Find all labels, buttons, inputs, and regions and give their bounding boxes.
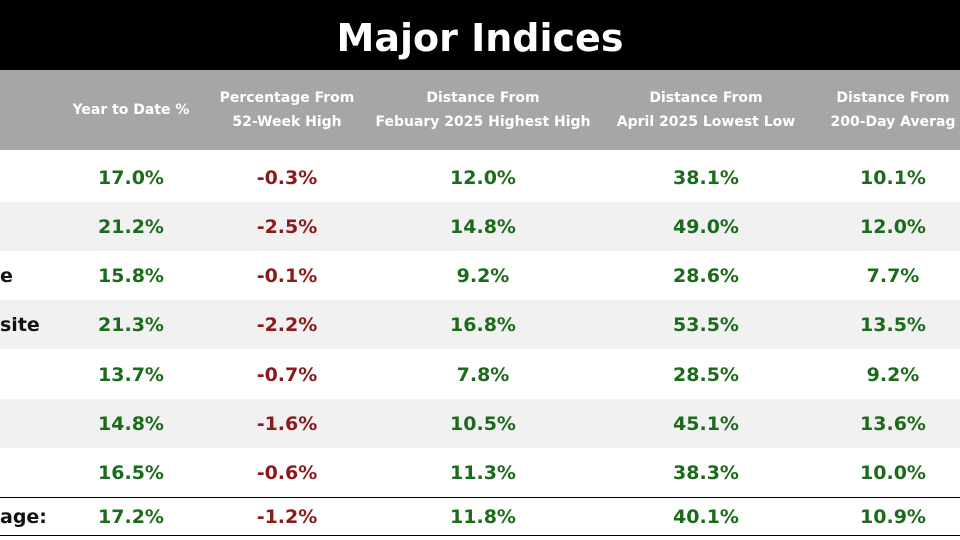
column-header: Year to Date % xyxy=(73,70,190,150)
table-cell: 15.8% xyxy=(98,264,164,287)
table-cell: 9.2% xyxy=(866,363,920,386)
table-cell: 13.7% xyxy=(98,363,164,386)
header-line: Distance From xyxy=(649,90,763,106)
table-cell: 11.8% xyxy=(450,505,516,528)
table-row: 16.5% -0.6% 11.3% 38.3% 10.0% xyxy=(0,448,960,497)
table-row: 13.7% -0.7% 7.8% 28.5% 9.2% xyxy=(0,350,960,399)
table-cell: -0.6% xyxy=(256,461,318,484)
table-cell: 40.1% xyxy=(673,505,739,528)
table-cell: -0.7% xyxy=(256,363,318,386)
table-cell: -0.1% xyxy=(256,264,318,287)
table-cell: 38.1% xyxy=(673,166,739,189)
table-cell: 38.3% xyxy=(673,461,739,484)
table-cell: 7.8% xyxy=(456,363,510,386)
header-line: April 2025 Lowest Low xyxy=(616,114,796,130)
table-row: 14.8% -1.6% 10.5% 45.1% 13.6% xyxy=(0,399,960,448)
header-line: Percentage From xyxy=(219,90,355,106)
column-header: Distance From 200-Day Averag xyxy=(830,70,955,150)
table-row: e 15.8% -0.1% 9.2% 28.6% 7.7% xyxy=(0,251,960,300)
table-cell: 21.3% xyxy=(98,313,164,336)
table-cell: 17.2% xyxy=(98,505,164,528)
table-cell: 49.0% xyxy=(673,215,739,238)
title-bar xyxy=(0,0,960,70)
table-cell: -2.5% xyxy=(256,215,318,238)
column-header: Percentage From 52-Week High xyxy=(220,70,355,150)
title: Major Indices xyxy=(336,16,624,60)
table-cell: 28.6% xyxy=(673,264,739,287)
header-line: 52-Week High xyxy=(232,114,342,130)
column-header: Distance From Febuary 2025 Highest High xyxy=(375,70,590,150)
table-cell: -1.6% xyxy=(256,412,318,435)
table-row: 21.2% -2.5% 14.8% 49.0% 12.0% xyxy=(0,202,960,251)
table-cell: 9.2% xyxy=(456,264,510,287)
header-line: 200-Day Averag xyxy=(830,114,956,130)
table-cell: -2.2% xyxy=(256,313,318,336)
table-row: 17.0% -0.3% 12.0% 38.1% 10.1% xyxy=(0,153,960,202)
table-cell: 12.0% xyxy=(450,166,516,189)
header-line: Year to Date % xyxy=(72,102,190,118)
total-row: age: 17.2% -1.2% 11.8% 40.1% 10.9% xyxy=(0,497,960,536)
row-label: age: xyxy=(0,505,47,528)
row-label: e xyxy=(0,264,13,287)
header-line: Distance From xyxy=(836,90,950,106)
table-cell: 12.0% xyxy=(860,215,926,238)
table-cell: 11.3% xyxy=(450,461,516,484)
table-cell: 28.5% xyxy=(673,363,739,386)
table-cell: 53.5% xyxy=(673,313,739,336)
table-cell: 10.5% xyxy=(450,412,516,435)
table-cell: 14.8% xyxy=(450,215,516,238)
table-cell: 16.5% xyxy=(98,461,164,484)
table-cell: 14.8% xyxy=(98,412,164,435)
table-cell: 16.8% xyxy=(450,313,516,336)
table-cell: 10.9% xyxy=(860,505,926,528)
header-line: Distance From xyxy=(426,90,540,106)
table-cell: 13.5% xyxy=(860,313,926,336)
table-cell: 10.1% xyxy=(860,166,926,189)
table-cell: 10.0% xyxy=(860,461,926,484)
table-cell: 45.1% xyxy=(673,412,739,435)
table-header: Year to Date % Percentage From 52-Week Hig… xyxy=(0,70,960,150)
header-line: Febuary 2025 Highest High xyxy=(375,114,591,130)
table-cell: -0.3% xyxy=(256,166,318,189)
table-row: site 21.3% -2.2% 16.8% 53.5% 13.5% xyxy=(0,300,960,349)
table-cell: 7.7% xyxy=(866,264,920,287)
table-cell: 21.2% xyxy=(98,215,164,238)
table-cell: 13.6% xyxy=(860,412,926,435)
table-cell: 17.0% xyxy=(98,166,164,189)
column-header: Distance From April 2025 Lowest Low xyxy=(617,70,795,150)
table-cell: -1.2% xyxy=(256,505,318,528)
row-label: site xyxy=(0,313,40,336)
